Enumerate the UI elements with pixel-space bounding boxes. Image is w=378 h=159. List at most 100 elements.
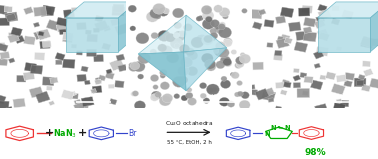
Bar <box>108 84 115 89</box>
Bar <box>0 101 9 110</box>
Circle shape <box>136 33 149 44</box>
Circle shape <box>160 69 167 76</box>
Circle shape <box>239 54 251 64</box>
Circle shape <box>165 33 175 42</box>
Bar <box>23 36 36 45</box>
Circle shape <box>158 31 170 41</box>
Bar <box>360 36 375 48</box>
Circle shape <box>241 92 249 99</box>
Bar <box>273 53 283 61</box>
Bar <box>105 72 115 79</box>
Text: 100 nm: 100 nm <box>211 94 228 98</box>
Bar <box>319 75 327 80</box>
Bar <box>81 97 94 107</box>
Bar <box>6 107 12 112</box>
Circle shape <box>153 3 165 14</box>
Bar <box>300 73 307 78</box>
Bar <box>344 80 352 87</box>
Bar <box>369 78 378 89</box>
Circle shape <box>215 41 226 51</box>
Bar <box>294 42 308 52</box>
Bar <box>70 91 76 96</box>
Bar <box>0 94 6 104</box>
Bar <box>13 98 25 108</box>
Circle shape <box>178 30 186 37</box>
Bar <box>0 52 10 59</box>
Circle shape <box>202 19 215 29</box>
Circle shape <box>200 93 206 99</box>
Circle shape <box>220 56 231 65</box>
Circle shape <box>184 24 192 31</box>
Bar <box>71 93 78 99</box>
Bar <box>301 5 313 14</box>
Circle shape <box>210 32 218 39</box>
Circle shape <box>132 91 139 96</box>
Bar <box>249 9 262 19</box>
Circle shape <box>217 48 229 58</box>
Circle shape <box>186 87 192 92</box>
Bar <box>79 104 88 112</box>
Circle shape <box>220 80 231 88</box>
Bar <box>63 59 75 68</box>
Bar <box>261 90 276 101</box>
Bar <box>293 75 301 81</box>
Bar <box>293 68 299 73</box>
Bar <box>40 8 52 16</box>
Circle shape <box>237 91 243 96</box>
Bar <box>336 75 346 82</box>
Circle shape <box>235 56 245 64</box>
Bar <box>288 22 301 31</box>
Circle shape <box>186 48 195 56</box>
Circle shape <box>170 38 183 49</box>
Bar <box>317 29 328 38</box>
Bar <box>0 18 9 26</box>
Circle shape <box>223 58 231 66</box>
Bar <box>8 34 20 43</box>
Circle shape <box>138 53 150 64</box>
Bar <box>370 39 378 46</box>
Circle shape <box>223 39 232 47</box>
Polygon shape <box>118 2 137 52</box>
Circle shape <box>211 20 220 27</box>
Bar <box>94 79 102 85</box>
Bar <box>46 20 60 31</box>
Polygon shape <box>65 2 137 18</box>
Bar <box>42 5 55 16</box>
Circle shape <box>219 22 226 28</box>
Bar <box>56 17 68 26</box>
Text: N: N <box>264 131 270 137</box>
Bar <box>336 46 342 51</box>
Bar <box>314 19 326 29</box>
Circle shape <box>159 96 171 106</box>
Bar <box>87 34 98 42</box>
Circle shape <box>208 88 214 93</box>
Bar <box>268 98 274 102</box>
Circle shape <box>174 22 182 29</box>
Bar <box>109 99 117 105</box>
Bar <box>344 73 355 80</box>
Circle shape <box>155 92 161 98</box>
Circle shape <box>205 16 212 22</box>
Text: $=$N: $=$N <box>276 123 291 132</box>
Circle shape <box>134 101 146 110</box>
Circle shape <box>129 63 134 67</box>
Bar <box>249 85 255 89</box>
Circle shape <box>166 52 179 63</box>
Bar <box>293 83 301 88</box>
Bar <box>25 63 37 72</box>
Bar <box>280 7 294 17</box>
Bar <box>90 89 97 93</box>
Bar <box>94 20 108 32</box>
Bar <box>275 106 282 111</box>
Bar <box>38 31 44 36</box>
Circle shape <box>240 52 245 57</box>
Circle shape <box>237 81 242 86</box>
Bar <box>85 30 91 34</box>
Bar <box>304 17 316 27</box>
Bar <box>59 29 67 35</box>
Bar <box>36 29 51 40</box>
Bar <box>71 44 77 48</box>
Circle shape <box>222 14 228 19</box>
Bar <box>15 36 25 43</box>
Text: 98%: 98% <box>304 148 326 157</box>
